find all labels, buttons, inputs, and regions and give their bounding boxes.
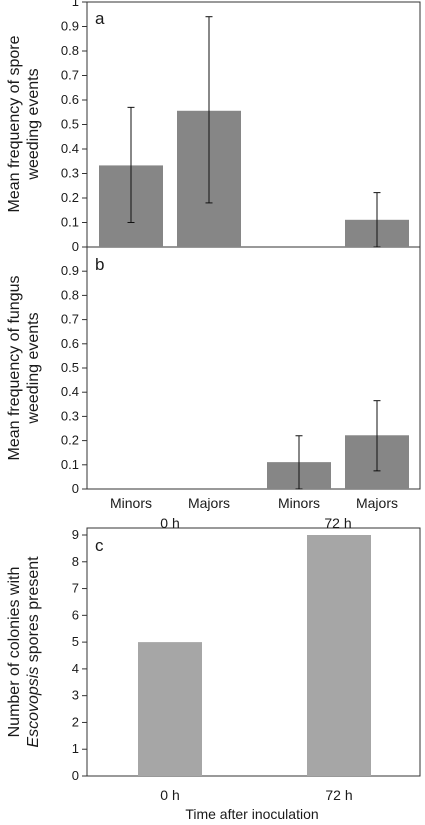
- panel-b-ylabel-line1: Mean frequency of fungus: [6, 275, 23, 460]
- panel-b-letter: b: [95, 255, 104, 274]
- panel-b-ytick-label-7: 0.7: [61, 312, 79, 327]
- panel-a-ytick-label-5: 0.5: [61, 117, 79, 132]
- panel-a-ytick-label-4: 0.4: [61, 141, 79, 156]
- panel-c-ytick-label-6: 6: [72, 607, 79, 622]
- panel-c-ytick-label-7: 7: [72, 581, 79, 596]
- panel-b-xcat-3: Majors: [356, 495, 398, 511]
- panel-a-ytick-label-9: 0.9: [61, 19, 79, 34]
- panel-b-xcat-1: Majors: [188, 495, 230, 511]
- panel-b-ytick-label-0: 0: [72, 481, 79, 496]
- panel-c-letter: c: [95, 536, 104, 555]
- panel-c-ytick-label-4: 4: [72, 661, 79, 676]
- panel-b-ytick-label-3: 0.3: [61, 408, 79, 423]
- panel-b-ytick-label-2: 0.2: [61, 433, 79, 448]
- panel-b-ytick-label-8: 0.8: [61, 287, 79, 302]
- panel-b-ytick-label-4: 0.4: [61, 384, 79, 399]
- panel-c-ytick-label-8: 8: [72, 554, 79, 569]
- panel-a-ytick-label-1: 0.1: [61, 215, 79, 230]
- panel-b-ytick-label-5: 0.5: [61, 360, 79, 375]
- panel-c-bar-0: [138, 642, 202, 776]
- panel-b-ytick-label-9: 0.9: [61, 263, 79, 278]
- panel-b-ytick-label-1: 0.1: [61, 457, 79, 472]
- panel-b-group-0: 0 h: [160, 515, 179, 531]
- panel-a-ytick-label-0: 0: [72, 239, 79, 254]
- panel-c-ylabel-italic: Escovopsis: [25, 667, 42, 748]
- panel-a-ylabel-line2: weeding events: [25, 68, 42, 180]
- panel-b-xcat-0: Minors: [110, 495, 152, 511]
- panel-c-ytick-label-2: 2: [72, 714, 79, 729]
- panel-c-bar-1: [307, 535, 371, 776]
- panel-c-xcat-0: 0 h: [160, 787, 179, 803]
- panel-b-group-1: 72 h: [324, 515, 351, 531]
- panel-a-ytick-label-7: 0.7: [61, 68, 79, 83]
- panel-c-ytick-label-3: 3: [72, 688, 79, 703]
- panel-a-ytick-label-10: 1: [72, 0, 79, 9]
- panel-a-ytick-label-8: 0.8: [61, 43, 79, 58]
- panel-a-ytick-label-3: 0.3: [61, 166, 79, 181]
- panel-a-ylabel-line1: Mean frequency of spore: [6, 35, 23, 212]
- panel-b-ytick-label-6: 0.6: [61, 336, 79, 351]
- panel-c-ylabel-line2: Escovopsis spores present: [25, 556, 42, 748]
- panel-c-ylabel-line1: Number of colonies with: [6, 567, 23, 738]
- panel-c-ytick-label-0: 0: [72, 768, 79, 783]
- panel-a-letter: a: [95, 9, 105, 28]
- panel-c-ytick-label-5: 5: [72, 634, 79, 649]
- panel-a-ytick-label-2: 0.2: [61, 190, 79, 205]
- panel-c-ylabel-rest: spores present: [25, 556, 42, 667]
- panel-c-xlabel: Time after inoculation: [185, 806, 318, 822]
- panel-b-ylabel-line2: weeding events: [25, 312, 42, 424]
- panel-c-xcat-1: 72 h: [325, 787, 352, 803]
- panel-c-frame: [86, 527, 421, 777]
- panel-c-ytick-label-9: 9: [72, 527, 79, 542]
- panel-b-xcat-2: Minors: [278, 495, 320, 511]
- panel-c-ytick-label-1: 1: [72, 741, 79, 756]
- panel-a-ytick-label-6: 0.6: [61, 92, 79, 107]
